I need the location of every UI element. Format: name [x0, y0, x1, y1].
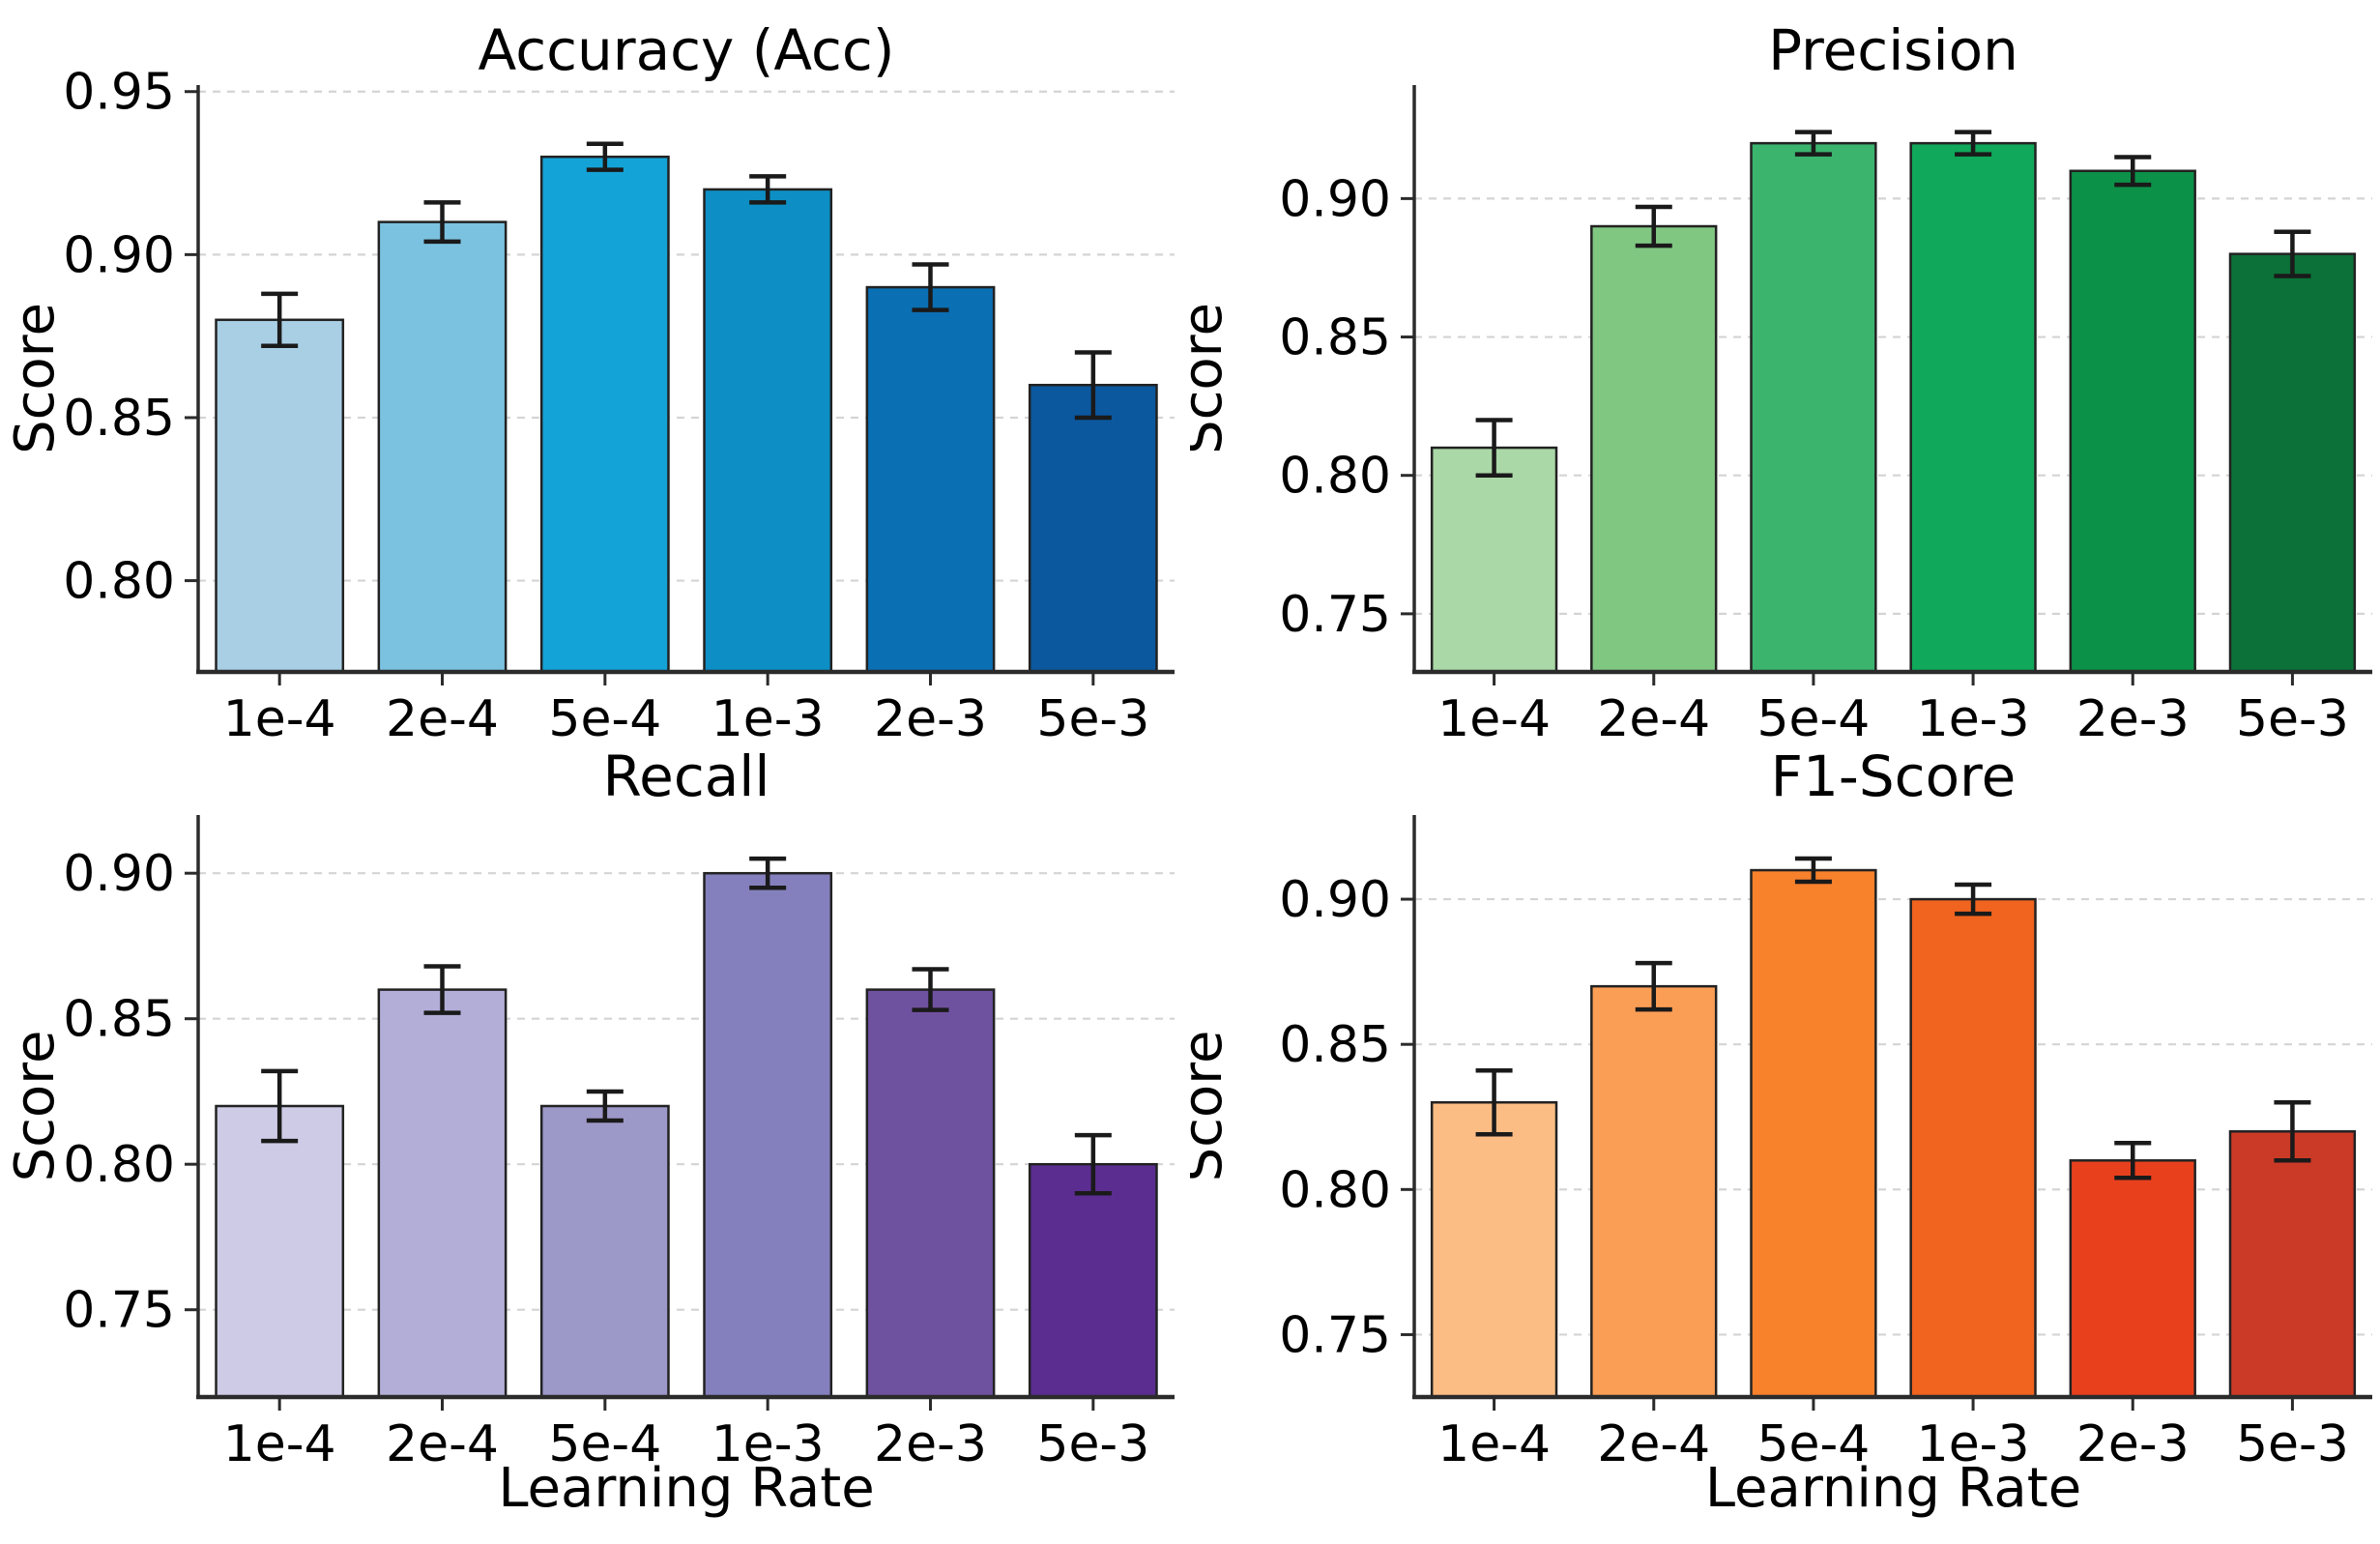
x-tick-label: 1e-3: [711, 690, 825, 748]
x-tick-label: 5e-4: [1756, 690, 1870, 748]
y-tick-label: 0.85: [63, 390, 175, 448]
y-tick-label: 0.80: [1279, 1161, 1391, 1219]
bar-1e-3: [703, 188, 833, 674]
y-tick-label: 0.85: [1279, 1016, 1391, 1074]
x-tick-label: 2e-4: [1597, 1415, 1710, 1473]
y-tick-label: 0.80: [63, 553, 175, 611]
bar-2e-4: [377, 220, 508, 674]
bar-5e-4: [539, 1104, 670, 1399]
bar-1e-4: [215, 318, 345, 674]
x-tick-label: 2e-4: [1597, 690, 1710, 748]
x-tick-label: 2e-3: [874, 1415, 987, 1473]
y-tick-label: 0.75: [63, 1282, 175, 1340]
bar-2e-3: [865, 285, 996, 674]
x-tick-label: 2e-3: [874, 690, 987, 748]
x-tick-label: 1e-4: [1437, 690, 1551, 748]
x-tick-label: 1e-3: [1917, 690, 2030, 748]
chart-title: F1-Score: [1771, 749, 2017, 809]
x-tick-label: 2e-3: [2076, 690, 2190, 748]
x-tick-label: 5e-3: [2236, 1415, 2349, 1473]
x-tick-label: 1e-4: [223, 690, 336, 748]
bar-1e-3: [703, 871, 833, 1399]
y-tick-label: 0.80: [63, 1136, 175, 1194]
y-axis-label: Score: [1190, 1031, 1234, 1182]
bar-1e-4: [1430, 1100, 1558, 1399]
x-tick-label: 1e-4: [223, 1415, 336, 1473]
x-tick-label: 5e-4: [548, 690, 661, 748]
y-tick-label: 0.85: [63, 991, 175, 1049]
y-tick-label: 0.90: [1279, 170, 1391, 228]
y-tick-label: 0.95: [63, 64, 175, 122]
x-tick-label: 5e-3: [2236, 690, 2349, 748]
x-axis-label: Learning Rate: [1705, 1457, 2081, 1520]
chart-f1-score: 0.75 0.80 0.85 0.90 1e-4 2e-4 5e-4 1e-3 2e-3 5e-3…: [1190, 749, 2380, 1544]
x-tick-label: 2e-3: [2076, 1415, 2190, 1473]
y-axis-label: Score: [4, 1031, 67, 1182]
bar-2e-3: [2069, 169, 2196, 674]
bar-5e-4: [1750, 141, 1877, 674]
y-tick-label: 0.75: [1279, 1306, 1391, 1364]
x-tick-label: 5e-4: [1756, 1415, 1870, 1473]
x-tick-label: 1e-4: [1437, 1415, 1551, 1473]
bar-1e-4: [215, 1104, 345, 1399]
y-axis-label: Score: [4, 303, 67, 454]
x-tick-label: 2e-4: [386, 690, 499, 748]
x-tick-label: 5e-4: [548, 1415, 661, 1473]
bar-2e-3: [865, 988, 996, 1399]
bar-5e-3: [2228, 252, 2357, 674]
y-tick-label: 0.85: [1279, 309, 1391, 367]
y-tick-label: 0.90: [1279, 871, 1391, 929]
y-tick-label: 0.90: [63, 226, 175, 284]
bar-1e-3: [1909, 897, 2037, 1399]
bar-5e-4: [1750, 868, 1877, 1399]
bar-1e-3: [1909, 141, 2037, 674]
chart-title: Accuracy (Acc): [479, 17, 895, 83]
y-tick-label: 0.80: [1279, 448, 1391, 506]
chart-accuracy: 0.80 0.85 0.90 0.95 1e-4 2e-4 5e-4 1e-3 2e-3 5e-3…: [0, 0, 1190, 749]
x-tick-label: 5e-3: [1036, 690, 1149, 748]
f1-score-bar-chart: 0.75 0.80 0.85 0.90 1e-4 2e-4 5e-4 1e-3 2e-3 5e-3…: [1190, 749, 2372, 1520]
accuracy-bar-chart: 0.80 0.85 0.90 0.95 1e-4 2e-4 5e-4 1e-3 2e-3 5e-3…: [4, 17, 1175, 748]
chart-precision: 0.75 0.80 0.85 0.90 1e-4 2e-4 5e-4 1e-3 2e-3 5e-3…: [1190, 0, 2380, 749]
bar-5e-4: [539, 155, 670, 674]
bar-2e-4: [1590, 224, 1718, 674]
bar-1e-4: [1430, 446, 1558, 674]
chart-title: Precision: [1768, 17, 2018, 83]
x-tick-label: 5e-3: [1036, 1415, 1149, 1473]
chart-recall: 0.75 0.80 0.85 0.90 1e-4 2e-4 5e-4 1e-3 2e-3 5e-3…: [0, 749, 1190, 1544]
x-tick-label: 2e-4: [386, 1415, 499, 1473]
chart-title: Recall: [602, 749, 769, 809]
precision-bar-chart: 0.75 0.80 0.85 0.90 1e-4 2e-4 5e-4 1e-3 2e-3 5e-3…: [1190, 17, 2372, 748]
y-tick-label: 0.75: [1279, 586, 1391, 644]
bar-5e-3: [1028, 383, 1158, 674]
x-tick-label: 1e-3: [1917, 1415, 2030, 1473]
bar-5e-3: [2228, 1130, 2357, 1399]
recall-bar-chart: 0.75 0.80 0.85 0.90 1e-4 2e-4 5e-4 1e-3 2e-3 5e-3…: [4, 749, 1175, 1520]
y-axis-label: Score: [1190, 303, 1234, 454]
bar-5e-3: [1028, 1162, 1158, 1399]
bar-2e-4: [1590, 984, 1718, 1399]
y-tick-label: 0.90: [63, 845, 175, 903]
x-tick-label: 1e-3: [711, 1415, 825, 1473]
x-axis-label: Learning Rate: [498, 1457, 874, 1520]
bar-2e-4: [377, 988, 508, 1399]
bar-2e-3: [2069, 1159, 2196, 1399]
